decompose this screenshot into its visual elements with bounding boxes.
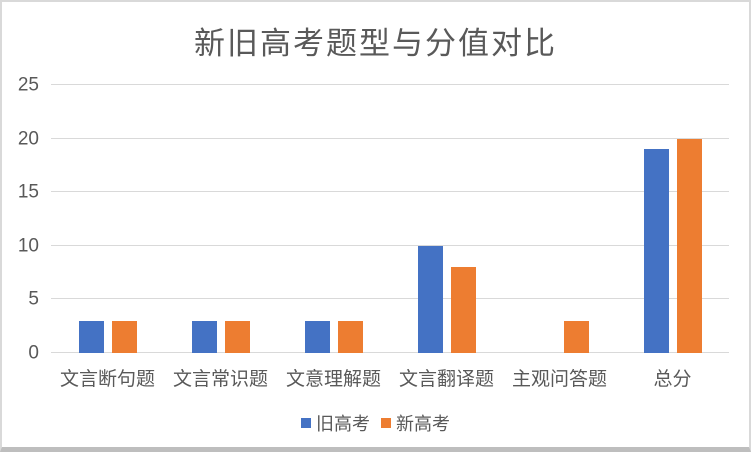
bar-旧高考 bbox=[643, 149, 669, 353]
legend-swatch-icon bbox=[301, 418, 311, 428]
bar-新高考 bbox=[224, 320, 250, 353]
y-axis-tick-label: 10 bbox=[17, 235, 39, 257]
x-axis-label: 文言翻译题 bbox=[398, 369, 494, 390]
category-group bbox=[503, 85, 616, 353]
y-axis-tick-label: 20 bbox=[17, 128, 39, 150]
bar-新高考 bbox=[450, 267, 476, 353]
y-axis-tick-label: 25 bbox=[17, 74, 39, 96]
bar-旧高考 bbox=[191, 320, 217, 353]
bar-新高考 bbox=[676, 138, 702, 353]
category-group bbox=[616, 85, 729, 353]
category-group bbox=[390, 85, 503, 353]
legend-swatch-icon bbox=[381, 418, 391, 428]
category-group bbox=[164, 85, 277, 353]
bar-新高考 bbox=[563, 320, 589, 353]
y-axis-tick-label: 5 bbox=[28, 288, 39, 310]
bar-新高考 bbox=[111, 320, 137, 353]
bar-旧高考 bbox=[304, 320, 330, 353]
x-axis-label: 文言常识题 bbox=[172, 369, 268, 390]
legend-item: 旧高考 bbox=[301, 410, 370, 436]
bar-旧高考 bbox=[78, 320, 104, 353]
legend-label: 新高考 bbox=[396, 414, 450, 434]
y-axis-tick-label: 0 bbox=[28, 342, 39, 364]
bars-layer bbox=[51, 85, 729, 353]
x-axis-label: 文意理解题 bbox=[285, 369, 381, 390]
x-axis-label: 文言断句题 bbox=[59, 369, 155, 390]
chart-title: 新旧高考题型与分值对比 bbox=[194, 26, 557, 61]
x-axis-labels: 文言断句题 文言常识题 文意理解题 文言翻译题 主观问答题 总分 bbox=[51, 364, 729, 391]
x-axis-label: 主观问答题 bbox=[511, 369, 607, 390]
gridline bbox=[51, 191, 729, 193]
x-axis-label: 总分 bbox=[653, 369, 692, 390]
gridline bbox=[51, 84, 729, 85]
category-group bbox=[51, 85, 164, 353]
gridline bbox=[51, 244, 729, 246]
plot-area: 文言断句题 文言常识题 文意理解题 文言翻译题 主观问答题 总分 0 5 10 15 20 25 bbox=[18, 76, 729, 390]
gridline bbox=[51, 298, 729, 300]
legend-label: 旧高考 bbox=[316, 414, 370, 434]
legend-item: 新高考 bbox=[381, 410, 450, 436]
bar-旧高考 bbox=[417, 245, 443, 353]
category-group bbox=[277, 85, 390, 353]
y-axis-tick-label: 15 bbox=[17, 181, 39, 203]
gridline bbox=[51, 352, 729, 353]
bar-新高考 bbox=[337, 320, 363, 353]
gridline bbox=[51, 137, 729, 139]
legend: 旧高考 新高考 bbox=[2, 410, 749, 436]
